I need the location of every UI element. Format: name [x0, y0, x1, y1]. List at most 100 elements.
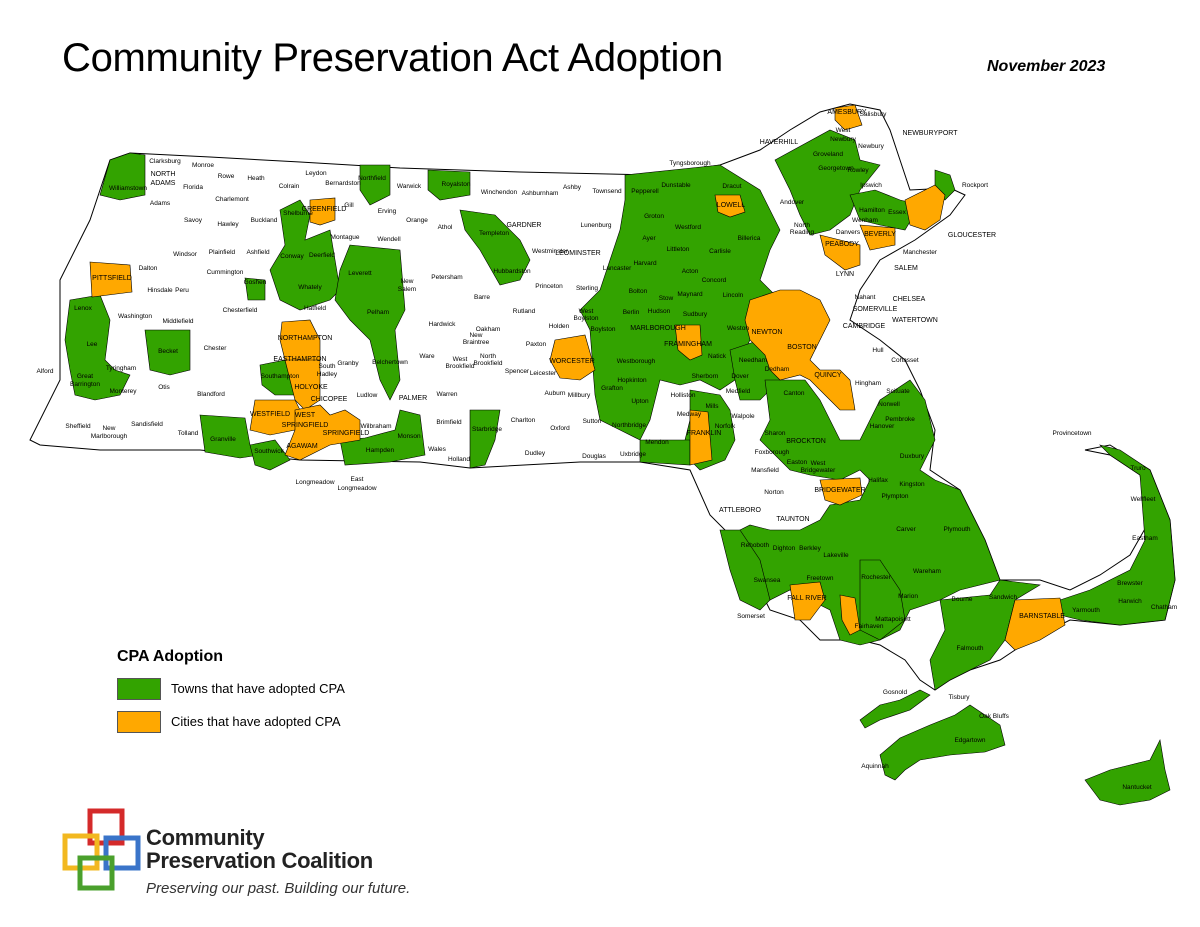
town-label: Great [77, 373, 93, 380]
town-label: SOMERVILLE [853, 306, 898, 313]
town-label: Wales [428, 446, 447, 453]
town-label: SPRINGFIELD [282, 422, 329, 429]
town-label: Newbury [830, 136, 856, 143]
town-label: CHELSEA [893, 296, 926, 303]
town-label: BOSTON [787, 344, 816, 351]
town-label: Marion [898, 593, 918, 600]
town-label: Ashburnham [522, 190, 559, 197]
town-label: Carver [896, 526, 916, 533]
town-label: Reading [790, 229, 815, 236]
town-label: Conway [280, 253, 304, 260]
town-label: Warren [436, 391, 457, 398]
town-label: GREENFIELD [302, 206, 347, 213]
town-label: Ayer [642, 235, 656, 242]
town-label: Rochester [861, 574, 891, 581]
town-label: Chester [204, 345, 228, 352]
town-label: Cohasset [891, 357, 919, 364]
town-label: Swansea [754, 577, 781, 584]
town-label: ATTLEBORO [719, 507, 761, 514]
town-label: Charlemont [215, 196, 249, 203]
town-label: PALMER [399, 395, 427, 402]
town-label: Westford [675, 224, 701, 231]
town-label: LOWELL [717, 202, 746, 209]
interlocking-squares-icon [62, 808, 141, 891]
town-label: Savoy [184, 217, 203, 224]
town-label: Georgetown [818, 165, 854, 172]
town-label: Wellfleet [1131, 496, 1156, 503]
town-label: West [579, 308, 594, 315]
town-label: Dighton [773, 545, 796, 552]
town-label: Deerfield [309, 252, 335, 259]
town-label: Braintree [463, 339, 490, 346]
legend-label: Towns that have adopted CPA [171, 681, 345, 696]
town-label: West [836, 127, 851, 134]
logo-name: Community Preservation Coalition [146, 825, 373, 873]
town-label: Ware [419, 353, 435, 360]
legend-swatch-orange [117, 710, 161, 733]
town-label: Wareham [913, 568, 941, 575]
town-label: Acton [682, 268, 699, 275]
town-label: Lee [87, 341, 98, 348]
town-label: Leicester [530, 370, 557, 377]
town-label: Warwick [397, 183, 422, 190]
town-label: East [350, 476, 363, 483]
town-label: Billerica [738, 235, 761, 242]
town-label: Kingston [899, 481, 925, 488]
town-label: Hawley [217, 221, 239, 228]
town-label: Groton [644, 213, 664, 220]
town-label: Hardwick [429, 321, 456, 328]
town-label: Somerset [737, 613, 765, 620]
town-label: Barrington [70, 381, 100, 388]
town-label: Wenham [852, 217, 878, 224]
town-label: GARDNER [506, 222, 541, 229]
town-label: Marlborough [91, 433, 128, 440]
legend-label: Cities that have adopted CPA [171, 714, 341, 729]
adopted-towns-layer [64, 129, 1176, 806]
town-label: AGAWAM [286, 443, 318, 450]
town-label: Becket [158, 348, 178, 355]
town-label: Rowley [847, 167, 869, 174]
town-label: Lenox [74, 305, 92, 312]
town-label: MARLBOROUGH [630, 325, 686, 332]
town-label: Leverett [348, 270, 372, 277]
town-label: Hinsdale [147, 287, 173, 294]
town-label: Rutland [513, 308, 536, 315]
town-label: Pepperell [631, 188, 659, 195]
town-label: Oxford [550, 425, 570, 432]
town-label: Upton [631, 398, 649, 405]
town-label: LEOMINSTER [555, 250, 601, 257]
town-label: Boylston [591, 326, 616, 333]
adopted-cities-layer [89, 104, 1066, 651]
town-label: Sherborn [692, 373, 719, 380]
town-label: Tisbury [948, 694, 970, 701]
town-label: Townsend [592, 188, 622, 195]
town-label: Rowe [218, 173, 235, 180]
town-label: Sutton [583, 418, 602, 425]
town-label: Scituate [886, 388, 910, 395]
town-label: Spencer [505, 368, 530, 375]
town-label: New [400, 278, 413, 285]
town-label: Westminster [532, 248, 569, 255]
town-label: Sharon [765, 430, 786, 437]
logo-tagline: Preserving our past. Building our future… [146, 880, 411, 897]
town-label: Tolland [178, 430, 199, 437]
town-label: Plympton [881, 493, 908, 500]
town-label: Hanover [870, 423, 895, 430]
town-label: Longmeadow [337, 485, 376, 492]
town-label: Otis [158, 384, 170, 391]
town-label: Northfield [358, 175, 386, 182]
town-label: Auburn [545, 390, 566, 397]
town-label: WESTFIELD [250, 411, 290, 418]
town-label: West [453, 356, 468, 363]
town-label: AMESBURY [827, 109, 866, 116]
town-label: Natick [708, 353, 727, 360]
town-label: Ludlow [357, 392, 378, 399]
town-label: Lancaster [603, 265, 632, 272]
town-label: Plainfield [209, 249, 236, 256]
town-label: Adams [150, 200, 171, 207]
town-label: HAVERHILL [760, 139, 798, 146]
town-label: Littleton [667, 246, 690, 253]
town-label: Monson [397, 433, 421, 440]
town-label: Buckland [251, 217, 278, 224]
town-label: Boylston [574, 315, 599, 322]
